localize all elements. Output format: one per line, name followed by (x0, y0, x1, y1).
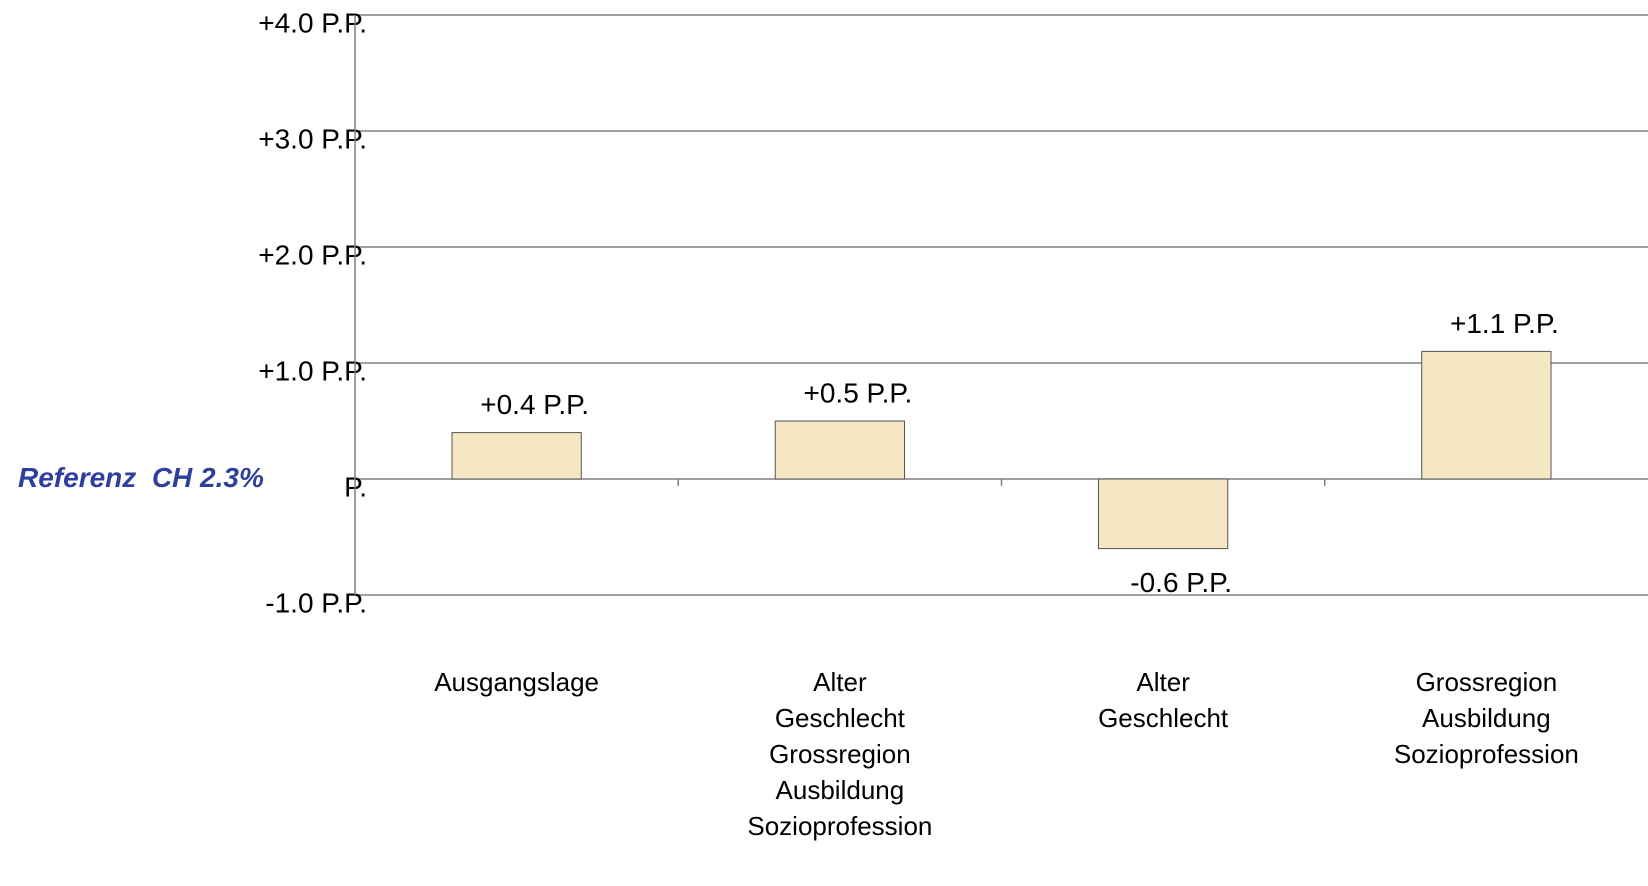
x-tick-label: Alter Geschlecht Grossregion Ausbildung … (747, 667, 933, 841)
value-label: +0.4 P.P. (480, 389, 589, 420)
bar (451, 432, 582, 480)
value-label: +1.1 P.P. (1450, 308, 1559, 339)
x-tick-label: Alter Geschlecht (1098, 667, 1229, 733)
bar (1097, 478, 1229, 550)
x-tick-label: Grossregion Ausbildung Sozioprofession (1393, 667, 1579, 769)
reference-annotation: Referenz CH 2.3% (18, 462, 264, 493)
value-label: +0.5 P.P. (804, 377, 913, 408)
y-tick-label: +3.0 P.P. (258, 123, 367, 154)
y-tick-label: +4.0 P.P. (258, 7, 367, 38)
y-tick-label: -1.0 P.P. (265, 587, 367, 618)
y-tick-label: +1.0 P.P. (258, 355, 367, 386)
value-label: -0.6 P.P. (1130, 567, 1232, 598)
x-tick-label: Ausgangslage (434, 667, 600, 697)
bar (774, 420, 906, 480)
y-tick-label: +2.0 P.P. (258, 239, 367, 270)
bar (1421, 350, 1552, 480)
